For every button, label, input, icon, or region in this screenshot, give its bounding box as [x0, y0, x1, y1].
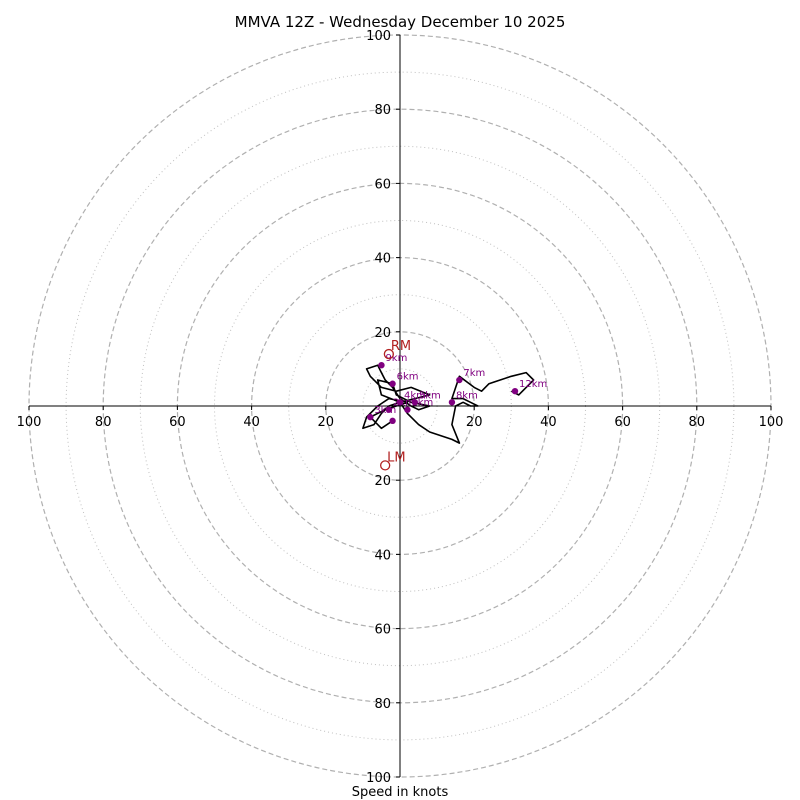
height-point-label: 3km	[374, 405, 396, 416]
x-tick-label: 20	[466, 415, 483, 430]
y-tick-label: 80	[374, 697, 391, 712]
y-tick-label: 100	[366, 771, 391, 786]
height-point-marker	[456, 376, 463, 384]
height-point-marker	[367, 413, 374, 421]
height-point-marker	[404, 406, 411, 413]
x-tick-label: 40	[540, 415, 557, 430]
height-point-label: 4km	[404, 390, 426, 401]
y-tick-label: 80	[374, 103, 391, 118]
x-axis-label: Speed in knots	[352, 785, 449, 800]
height-point-label: 8km	[456, 390, 478, 401]
x-tick-label: 60	[169, 415, 186, 430]
y-tick-label: 40	[374, 252, 391, 267]
x-tick-label: 100	[759, 415, 784, 430]
height-point-marker	[511, 387, 519, 395]
storm-motion-label-rm: RM	[391, 339, 411, 354]
height-point-label: 5km	[419, 390, 441, 401]
y-tick-label: 60	[374, 177, 391, 192]
wind-trace-line	[362, 364, 535, 444]
tick-labels: 100 80 60 40 20 20 40 60 80 100 100 80 60 40 20 20 40 60 8…	[17, 29, 784, 786]
storm-motion-marker-rm	[383, 348, 395, 360]
x-tick-label: 40	[243, 415, 260, 430]
x-tick-label: 20	[318, 415, 335, 430]
wind-trace	[362, 364, 535, 444]
height-point-label: 1km	[411, 398, 433, 409]
height-point-marker	[411, 399, 419, 406]
height-point-marker	[396, 399, 404, 406]
height-point-label: 12km	[519, 379, 547, 390]
x-tick-label: 80	[95, 415, 112, 430]
storm-motion-marker-lm	[380, 460, 391, 471]
height-point-marker	[389, 380, 396, 387]
height-point-marker	[385, 406, 393, 413]
y-tick-label: 20	[374, 474, 391, 489]
storm-motion-label-lm: LM	[387, 450, 405, 465]
height-point-label: 6km	[397, 372, 419, 383]
height-point-label: 7km	[463, 368, 485, 379]
chart-title: MMVA 12Z - Wednesday December 10 2025	[235, 13, 566, 31]
height-point-marker	[448, 399, 456, 406]
height-point-marker	[378, 361, 385, 369]
y-tick-label: 60	[374, 623, 391, 638]
x-tick-label: 100	[17, 415, 42, 430]
y-tick-label: 20	[374, 326, 391, 341]
axes	[29, 35, 771, 777]
height-point-label: 2km	[393, 398, 415, 409]
height-point-marker	[389, 417, 396, 425]
x-tick-label: 80	[689, 415, 706, 430]
x-tick-label: 60	[614, 415, 631, 430]
y-tick-label: 40	[374, 548, 391, 563]
height-point-label: 9km	[385, 353, 407, 364]
y-tick-label: 100	[366, 29, 391, 44]
storm-motion-markers: RM LM	[380, 339, 411, 471]
